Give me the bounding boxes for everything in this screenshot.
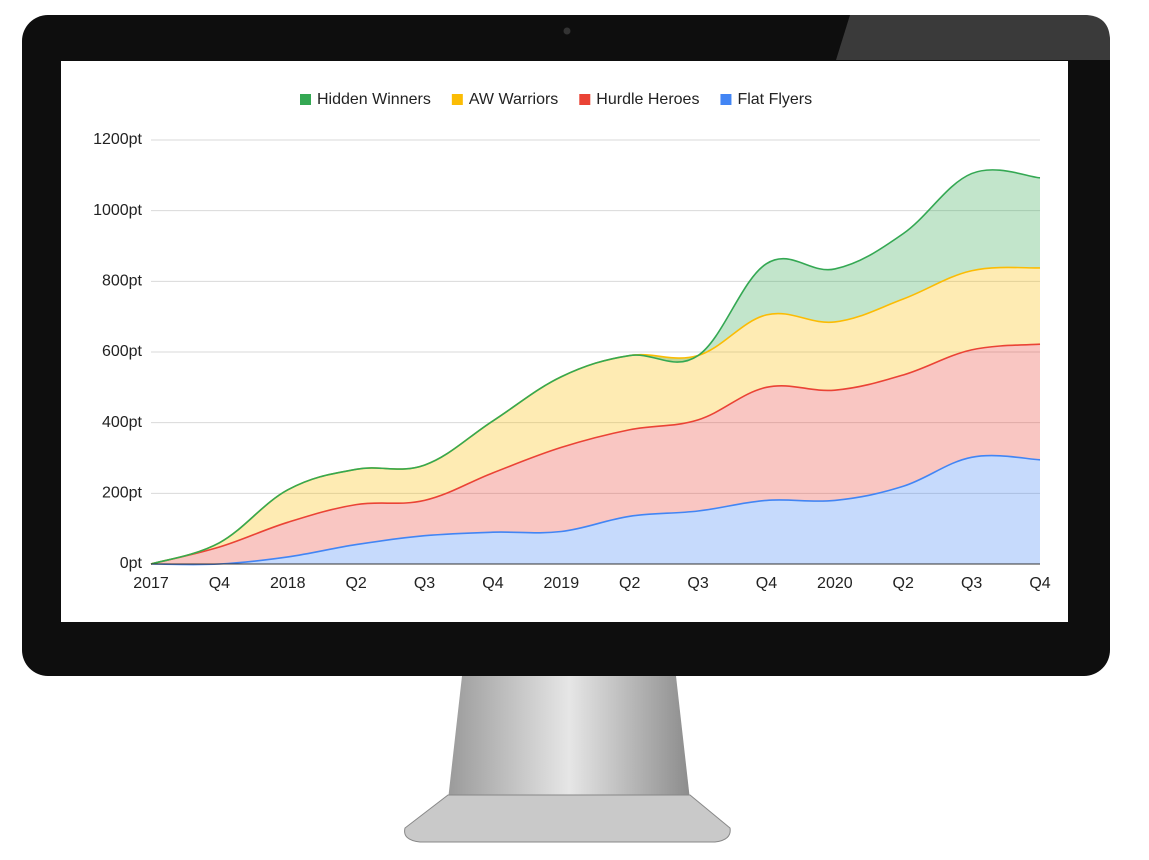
x-tick-label: Q3 [414, 575, 435, 592]
x-tick-label: 2017 [133, 575, 169, 592]
legend-swatch [720, 94, 732, 105]
bezel-glare [836, 15, 1110, 60]
y-tick-label: 800pt [102, 273, 143, 290]
x-tick-label: Q2 [345, 575, 366, 592]
area [151, 455, 1040, 565]
x-tick-label: Q4 [209, 575, 230, 592]
legend-swatch [300, 94, 311, 105]
screen [61, 61, 1068, 622]
legend-label: Flat Flyers [737, 91, 812, 108]
area [151, 267, 1040, 564]
x-tick-label: Q3 [687, 575, 708, 592]
area [151, 344, 1040, 565]
monitor-neck [448, 676, 690, 800]
chart: 0pt 200pt 400pt 600pt 800pt 1000pt 1200pt 2017 Q… [93, 91, 1051, 592]
x-tick-label: 2020 [817, 575, 853, 592]
legend-label: Hurdle Heroes [596, 91, 699, 108]
y-tick-label: 0pt [120, 555, 143, 572]
x-tick-label: 2019 [544, 575, 580, 592]
y-tick-label: 1200pt [93, 131, 142, 148]
x-tick-label: Q4 [756, 575, 777, 592]
legend-label: Hidden Winners [317, 91, 431, 108]
legend-swatch [579, 94, 591, 105]
x-tick-label: Q4 [482, 575, 503, 592]
x-tick-label: 2018 [270, 575, 306, 592]
legend-label: AW Warriors [469, 91, 558, 108]
x-tick-label: Q2 [619, 575, 640, 592]
x-tick-label: Q3 [961, 575, 982, 592]
y-tick-label: 200pt [102, 485, 143, 502]
y-tick-label: 1000pt [93, 202, 142, 219]
series-line [150, 454, 1041, 566]
camera [563, 27, 571, 35]
y-tick-label: 400pt [102, 414, 143, 431]
x-tick-label: Q4 [1029, 575, 1050, 592]
x-tick-label: Q2 [893, 575, 914, 592]
y-tick-label: 600pt [102, 343, 143, 360]
legend-swatch [451, 94, 463, 105]
series-line [150, 343, 1041, 565]
series-line [150, 169, 1041, 565]
monitor-base [404, 794, 731, 843]
